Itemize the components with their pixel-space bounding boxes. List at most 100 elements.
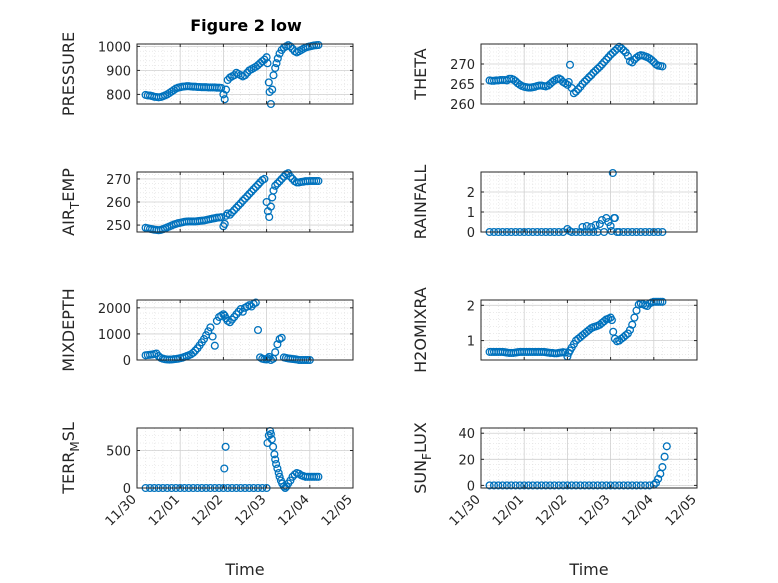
panel-2-marker bbox=[266, 202, 275, 211]
panel-0-marker bbox=[220, 95, 229, 104]
panel-7-marker bbox=[502, 481, 511, 490]
panel-2-marker bbox=[236, 199, 245, 208]
panel-4-marker bbox=[219, 310, 228, 319]
panel-2-y-tick-label: 270 bbox=[106, 173, 131, 188]
panel-6-y-tick-label: 500 bbox=[106, 445, 131, 460]
panel-4-axes-box bbox=[136, 299, 354, 361]
x-axis-label-right: Time bbox=[568, 560, 608, 579]
panel-7-marker bbox=[554, 481, 563, 490]
panel-4-marker bbox=[253, 325, 263, 335]
panel-7-y-tick-label: 20 bbox=[458, 453, 475, 468]
panel-3-marker bbox=[602, 213, 611, 223]
panel-4-marker bbox=[273, 340, 282, 349]
figure-title: Figure 2 low bbox=[190, 16, 302, 35]
panel-5-marker bbox=[628, 320, 637, 329]
panel-0-y-tick-label: 1000 bbox=[98, 40, 131, 55]
panel-7-marker bbox=[636, 481, 645, 490]
panel-7-marker bbox=[610, 481, 619, 490]
panel-1-marker bbox=[578, 79, 587, 89]
panel-2-marker bbox=[217, 213, 226, 222]
panel-6-axes-box bbox=[136, 427, 354, 489]
panel-7-marker bbox=[623, 481, 632, 490]
panel-2-marker bbox=[314, 176, 323, 186]
panel-3-axes-box bbox=[480, 171, 698, 233]
panel-7-marker bbox=[489, 481, 499, 490]
panel-1-y-tick-label: 265 bbox=[450, 78, 475, 93]
panel-6-marker bbox=[271, 455, 280, 464]
panel-2-marker bbox=[262, 197, 271, 207]
panel-1-marker bbox=[574, 85, 583, 94]
panel-2-marker bbox=[240, 194, 250, 203]
panel-1-marker bbox=[587, 71, 596, 80]
panel-1-marker bbox=[561, 79, 570, 88]
panel-5-marker bbox=[621, 331, 630, 340]
panel-3-y-axis-label: RAINFALL bbox=[411, 165, 430, 240]
panel-6-marker bbox=[221, 442, 230, 451]
panel-7-marker bbox=[550, 481, 559, 490]
panel-4-marker bbox=[271, 348, 280, 357]
panel-7-marker bbox=[563, 481, 572, 490]
panel-2-marker bbox=[253, 180, 263, 189]
panel-4-y-tick-label: 2000 bbox=[98, 302, 131, 317]
panel-7-marker bbox=[662, 442, 671, 451]
panel-1-y-axis-label: THETA bbox=[411, 48, 430, 100]
panel-7-x-tick-label: 11/30 bbox=[447, 492, 484, 529]
panel-0-marker bbox=[268, 85, 277, 94]
panel-7-marker bbox=[597, 481, 607, 490]
panel-0-y-tick-label: 800 bbox=[106, 88, 131, 103]
panel-1-marker bbox=[580, 77, 589, 86]
panel-7-marker bbox=[615, 481, 624, 490]
panel-7-marker bbox=[651, 478, 661, 487]
panel-1-marker bbox=[569, 89, 578, 98]
panel-7-x-tick-label: 12/04 bbox=[620, 492, 657, 529]
panel-5-marker bbox=[561, 348, 570, 357]
panel-1-marker bbox=[617, 44, 626, 53]
panel-5-marker bbox=[607, 316, 616, 325]
panel-0-marker bbox=[272, 59, 281, 68]
panel-6-marker bbox=[294, 469, 304, 478]
panel-2-marker bbox=[247, 187, 256, 196]
panel-0-marker bbox=[269, 71, 278, 80]
panel-1-marker bbox=[658, 62, 667, 71]
panel-4-y-tick-label: 0 bbox=[123, 354, 131, 369]
panel-1-marker bbox=[584, 73, 594, 82]
panel-6-x-tick-label: 12/02 bbox=[189, 492, 226, 529]
panel-1-y-tick-label: 270 bbox=[450, 58, 475, 73]
panel-7-x-tick-label: 12/01 bbox=[490, 492, 527, 529]
panel-0-marker bbox=[263, 59, 272, 68]
panel-1-marker bbox=[597, 60, 607, 69]
panel-1-marker bbox=[600, 57, 609, 67]
panel-3-marker bbox=[607, 226, 616, 236]
panel-2-marker bbox=[225, 210, 234, 219]
panel-5-y-tick-label: 1 bbox=[467, 335, 475, 350]
panel-7-marker bbox=[511, 481, 520, 490]
panel-6-marker bbox=[220, 464, 229, 473]
panel-2-marker bbox=[230, 206, 239, 215]
panel-1-y-tick-label: 260 bbox=[450, 98, 475, 113]
panel-4-marker bbox=[206, 323, 215, 332]
panel-0-y-tick-label: 900 bbox=[106, 64, 131, 79]
panel-4-marker bbox=[277, 333, 286, 342]
panel-2-marker bbox=[238, 196, 247, 205]
panel-3-marker bbox=[587, 222, 596, 232]
panel-7-marker bbox=[602, 481, 611, 490]
panel-1-marker bbox=[582, 75, 591, 84]
panel-1-axes-box bbox=[480, 43, 698, 105]
panel-6-y-tick-label: 0 bbox=[123, 482, 131, 497]
panel-7-marker bbox=[589, 481, 598, 490]
panel-5-y-axis-label: H2OMIXRA bbox=[411, 287, 430, 373]
panel-2-y-tick-label: 250 bbox=[106, 219, 131, 234]
panel-3-marker bbox=[595, 219, 604, 229]
panel-7-y-tick-label: 40 bbox=[458, 427, 475, 442]
panel-5-marker bbox=[630, 313, 639, 322]
panel-2-y-axis-label: AIRTEMP bbox=[59, 168, 82, 236]
panel-7-marker bbox=[498, 481, 507, 490]
panel-7-marker bbox=[546, 481, 555, 490]
panel-0-marker bbox=[221, 85, 231, 94]
panel-2-marker bbox=[232, 203, 241, 212]
panel-7-marker bbox=[619, 481, 628, 490]
panel-0-marker bbox=[240, 71, 250, 80]
panel-7-y-tick-label: 0 bbox=[467, 479, 475, 494]
